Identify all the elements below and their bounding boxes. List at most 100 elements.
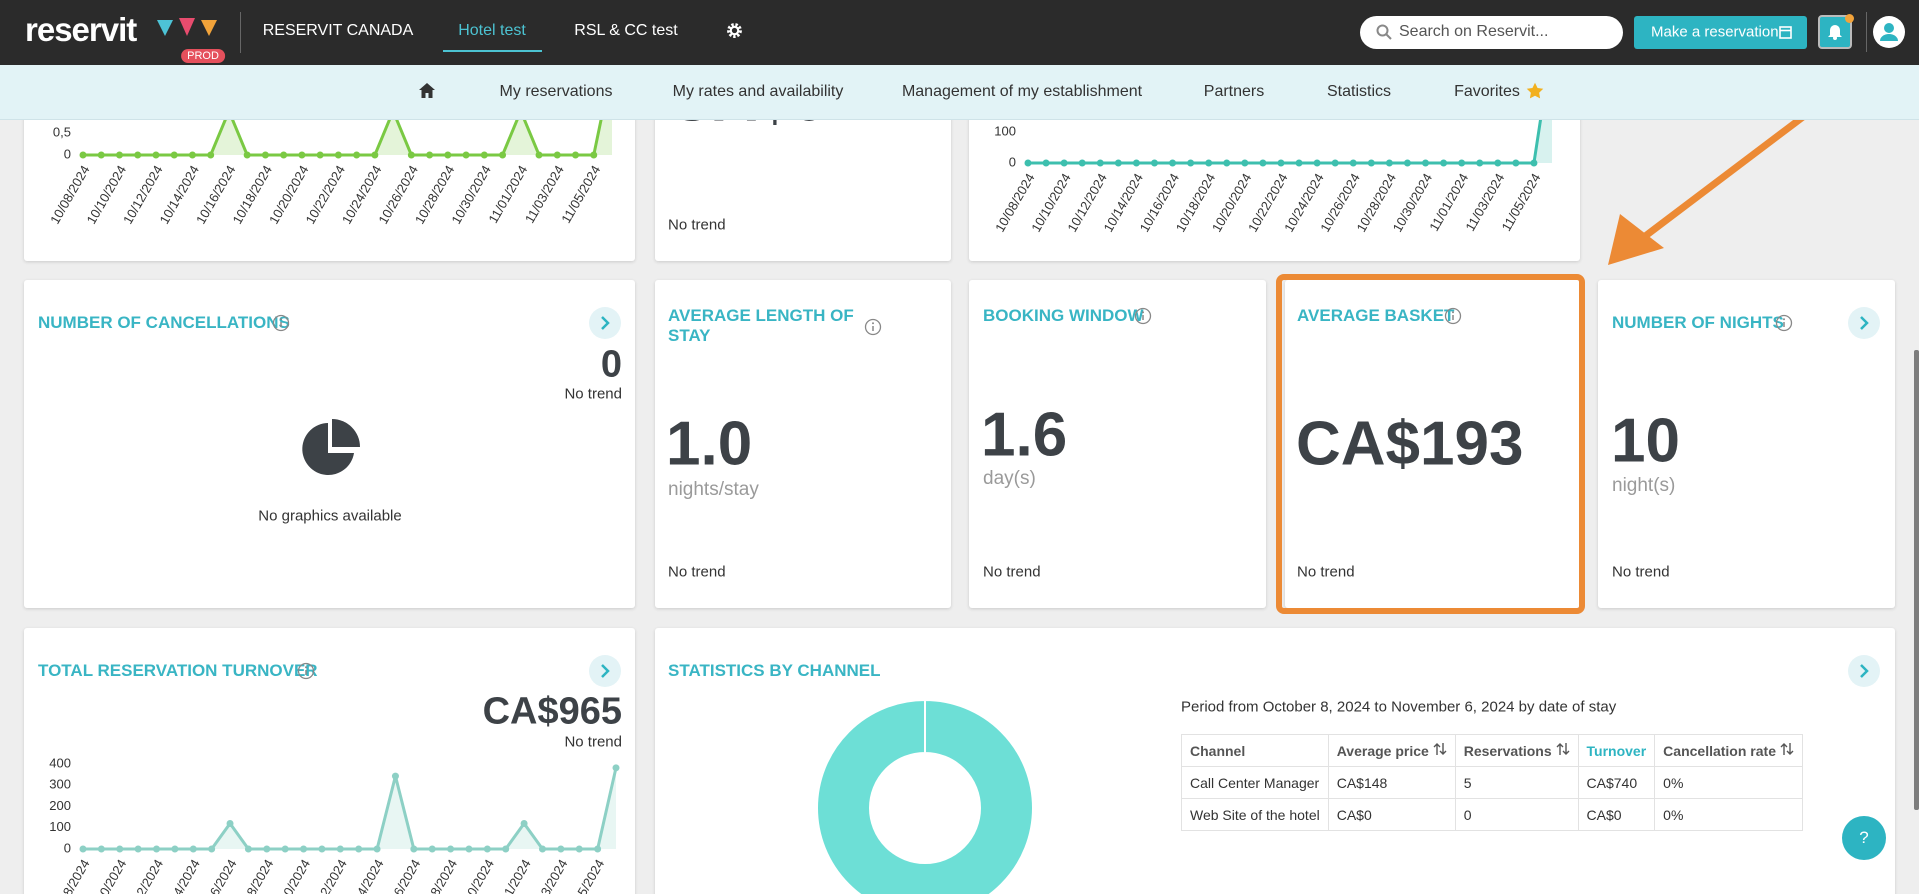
env-badge: PROD [181,49,225,63]
reserve-button[interactable] [1634,16,1807,49]
cell: Web Site of the hotel [1181,798,1329,831]
divider [1866,12,1867,52]
column-header[interactable]: Reservations [1454,734,1579,767]
card [1598,280,1895,608]
pie-icon [302,419,360,475]
help-button[interactable] [1842,816,1886,860]
card-title: NUMBER OF NIGHTS [1612,313,1784,332]
kpi-unit: night(s) [1612,475,1676,496]
tab[interactable]: RSL & CC test [574,22,678,39]
cell: 5 [1454,766,1579,799]
nav-item[interactable]: Statistics [1326,83,1392,100]
info-icon[interactable] [1134,307,1152,325]
info-icon[interactable] [1444,307,1462,325]
highlight-box [1276,274,1585,614]
tab[interactable]: RESERVIT CANADA [262,22,414,39]
info-icon[interactable] [297,662,315,680]
trend: No trend [1612,563,1670,581]
details-button[interactable] [1848,655,1880,687]
column-label: Cancellation rate [1663,743,1776,759]
info-icon[interactable] [272,314,290,332]
nav-item[interactable]: My reservations [499,83,613,100]
divider [240,12,241,53]
nav-bar: My reservations My rates and availabilit… [0,65,1919,120]
kpi-value: 0 [600,343,622,386]
scrollbar [1914,350,1919,810]
settings-icon[interactable] [726,22,743,39]
star-icon [1526,82,1544,99]
bell-icon [1828,25,1842,40]
column-label: Reservations [1463,743,1552,759]
kpi-value: 1.6 [981,400,1068,470]
kpi-unit: nights/stay [668,479,759,500]
sort-icon [1433,743,1447,755]
cell: 0% [1654,766,1803,799]
details-button[interactable] [1848,307,1880,339]
cell: 0 [1454,798,1579,831]
card-title: STATISTICS BY CHANNEL [668,661,881,680]
help-label: ? [1859,828,1869,847]
kpi-value: 10 [1611,406,1680,476]
card-title: TOTAL RESERVATION TURNOVER [38,661,318,680]
search-box[interactable] [1360,16,1623,49]
channel-table: Channel Average price Reservations Turno… [1181,734,1803,831]
notification-button[interactable] [1818,15,1852,49]
logo[interactable]: reservit [25,11,137,48]
nav-item[interactable]: Favorites [1454,83,1520,100]
details-button[interactable] [589,655,621,687]
cell: 0% [1654,798,1803,831]
card [24,280,635,608]
card-title: BOOKING WINDOW [983,306,1144,325]
calendar-icon [1779,26,1792,39]
cell: CA$0 [1577,798,1656,831]
cell: CA$0 [1327,798,1456,831]
trend: No trend [668,216,726,234]
nav-item[interactable]: My rates and availability [672,83,844,100]
trend: No trend [983,563,1041,581]
header: reservit PROD RESERVIT CANADA Hotel test… [0,0,1919,65]
trend: No trend [564,733,622,751]
card [1285,280,1580,608]
trend: No trend [564,385,622,403]
table-header: Channel Average price Reservations Turno… [1181,734,1803,767]
table-row: Web Site of the hotel CA$0 0 CA$0 0% [1181,798,1803,831]
avatar[interactable] [1873,16,1905,48]
sort-icon [1556,743,1570,755]
column-header-sorted[interactable]: Turnover [1577,734,1656,767]
logo-icons [157,18,217,36]
cell: CA$740 [1577,766,1656,799]
table-row: Call Center Manager CA$148 5 CA$740 0% [1181,766,1803,799]
tab-underline [443,50,542,52]
column-label: Average price [1336,743,1429,759]
column-header[interactable]: Channel [1181,734,1329,767]
cell: Call Center Manager [1181,766,1329,799]
trend: No trend [668,563,726,581]
nav-item[interactable]: Management of my establishment [901,83,1143,100]
reserve-label: Make a reservation [1651,23,1779,41]
home-icon[interactable] [418,82,436,99]
card-title: AVERAGE BASKET [1297,306,1455,325]
empty-message: No graphics available [258,507,402,525]
column-header[interactable]: Average price [1327,734,1456,767]
card-title: NUMBER OF CANCELLATIONS [38,313,290,332]
search-icon [1376,24,1392,40]
kpi-unit: day(s) [983,468,1036,489]
sort-icon [1780,743,1794,755]
search-placeholder: Search on Reservit... [1399,23,1549,40]
arrow-head [1608,214,1664,265]
kpi-value: CA$965 [482,690,622,733]
period: Period from October 8, 2024 to November … [1181,698,1617,716]
card-title: AVERAGE LENGTH OF STAY [668,306,854,345]
tab-active[interactable]: Hotel test [458,22,526,39]
nav-item[interactable]: Partners [1203,83,1265,100]
kpi-value: CA$193 [1296,409,1524,479]
card [969,280,1266,608]
kpi-value: 1.0 [666,409,753,479]
info-icon[interactable] [1775,314,1793,332]
column-header[interactable]: Cancellation rate [1654,734,1803,767]
cell: CA$148 [1327,766,1456,799]
card [655,280,951,608]
details-button[interactable] [589,307,621,339]
info-icon[interactable] [864,318,882,336]
